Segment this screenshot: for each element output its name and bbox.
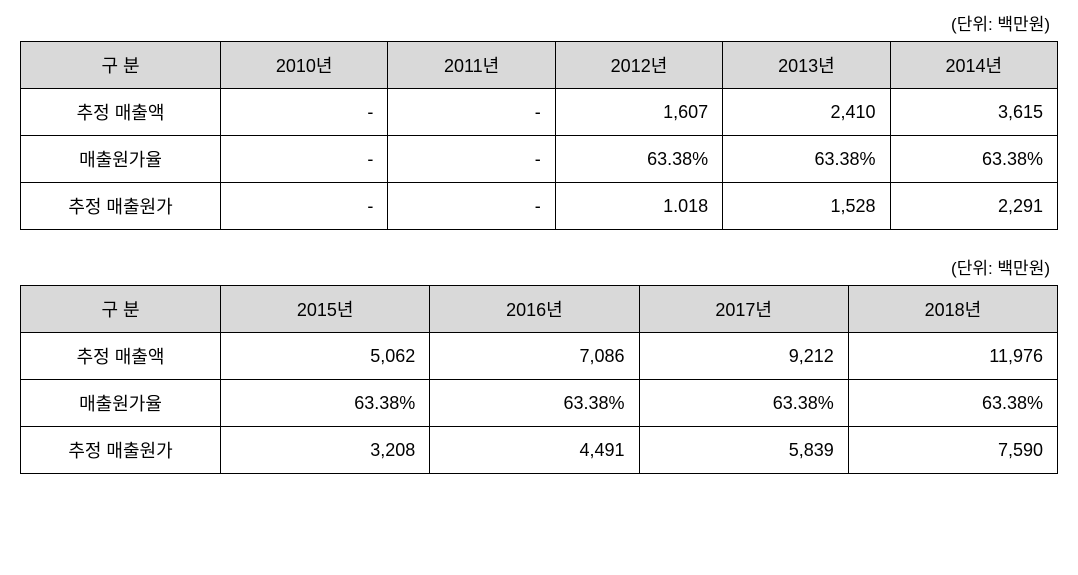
table-2-row-cost: 추정 매출원가 3,208 4,491 5,839 7,590 bbox=[21, 427, 1058, 474]
cell-value: 11,976 bbox=[848, 333, 1057, 380]
table-1-col-2012: 2012년 bbox=[555, 42, 722, 89]
table-2-col-2018: 2018년 bbox=[848, 286, 1057, 333]
cell-value: - bbox=[388, 89, 555, 136]
table-1-col-2013: 2013년 bbox=[723, 42, 890, 89]
table-2-unit-label: (단위: 백만원) bbox=[20, 254, 1058, 279]
row-label: 추정 매출액 bbox=[21, 333, 221, 380]
cell-value: 63.38% bbox=[848, 380, 1057, 427]
cell-value: 4,491 bbox=[430, 427, 639, 474]
cell-value: - bbox=[221, 136, 388, 183]
cell-value: 3,615 bbox=[890, 89, 1057, 136]
table-2-row-cost-ratio: 매출원가율 63.38% 63.38% 63.38% 63.38% bbox=[21, 380, 1058, 427]
cell-value: 7,086 bbox=[430, 333, 639, 380]
cell-value: 63.38% bbox=[723, 136, 890, 183]
cell-value: 63.38% bbox=[555, 136, 722, 183]
cell-value: - bbox=[388, 183, 555, 230]
cell-value: 3,208 bbox=[221, 427, 430, 474]
table-1-unit-label: (단위: 백만원) bbox=[20, 10, 1058, 35]
table-1-header-row: 구 분 2010년 2011년 2012년 2013년 2014년 bbox=[21, 42, 1058, 89]
cell-value: - bbox=[388, 136, 555, 183]
table-1: 구 분 2010년 2011년 2012년 2013년 2014년 추정 매출액… bbox=[20, 41, 1058, 230]
cell-value: 9,212 bbox=[639, 333, 848, 380]
cell-value: 2,291 bbox=[890, 183, 1057, 230]
table-1-row-revenue: 추정 매출액 - - 1,607 2,410 3,615 bbox=[21, 89, 1058, 136]
row-label: 매출원가율 bbox=[21, 380, 221, 427]
table-2-col-2015: 2015년 bbox=[221, 286, 430, 333]
table-2-header-row: 구 분 2015년 2016년 2017년 2018년 bbox=[21, 286, 1058, 333]
cell-value: 1,528 bbox=[723, 183, 890, 230]
table-1-col-category: 구 분 bbox=[21, 42, 221, 89]
cell-value: 5,839 bbox=[639, 427, 848, 474]
table-2-block: (단위: 백만원) 구 분 2015년 2016년 2017년 2018년 추정… bbox=[20, 254, 1058, 474]
cell-value: 1,607 bbox=[555, 89, 722, 136]
row-label: 추정 매출원가 bbox=[21, 427, 221, 474]
cell-value: 63.38% bbox=[639, 380, 848, 427]
table-2-row-revenue: 추정 매출액 5,062 7,086 9,212 11,976 bbox=[21, 333, 1058, 380]
cell-value: 63.38% bbox=[221, 380, 430, 427]
table-1-col-2014: 2014년 bbox=[890, 42, 1057, 89]
cell-value: 2,410 bbox=[723, 89, 890, 136]
table-1-col-2010: 2010년 bbox=[221, 42, 388, 89]
table-2: 구 분 2015년 2016년 2017년 2018년 추정 매출액 5,062… bbox=[20, 285, 1058, 474]
row-label: 추정 매출원가 bbox=[21, 183, 221, 230]
table-1-row-cost: 추정 매출원가 - - 1.018 1,528 2,291 bbox=[21, 183, 1058, 230]
row-label: 매출원가율 bbox=[21, 136, 221, 183]
cell-value: - bbox=[221, 89, 388, 136]
cell-value: 63.38% bbox=[430, 380, 639, 427]
cell-value: 5,062 bbox=[221, 333, 430, 380]
cell-value: 63.38% bbox=[890, 136, 1057, 183]
cell-value: - bbox=[221, 183, 388, 230]
table-2-col-2016: 2016년 bbox=[430, 286, 639, 333]
cell-value: 7,590 bbox=[848, 427, 1057, 474]
table-1-block: (단위: 백만원) 구 분 2010년 2011년 2012년 2013년 20… bbox=[20, 10, 1058, 230]
cell-value: 1.018 bbox=[555, 183, 722, 230]
table-1-col-2011: 2011년 bbox=[388, 42, 555, 89]
table-2-col-2017: 2017년 bbox=[639, 286, 848, 333]
row-label: 추정 매출액 bbox=[21, 89, 221, 136]
table-2-col-category: 구 분 bbox=[21, 286, 221, 333]
table-1-row-cost-ratio: 매출원가율 - - 63.38% 63.38% 63.38% bbox=[21, 136, 1058, 183]
